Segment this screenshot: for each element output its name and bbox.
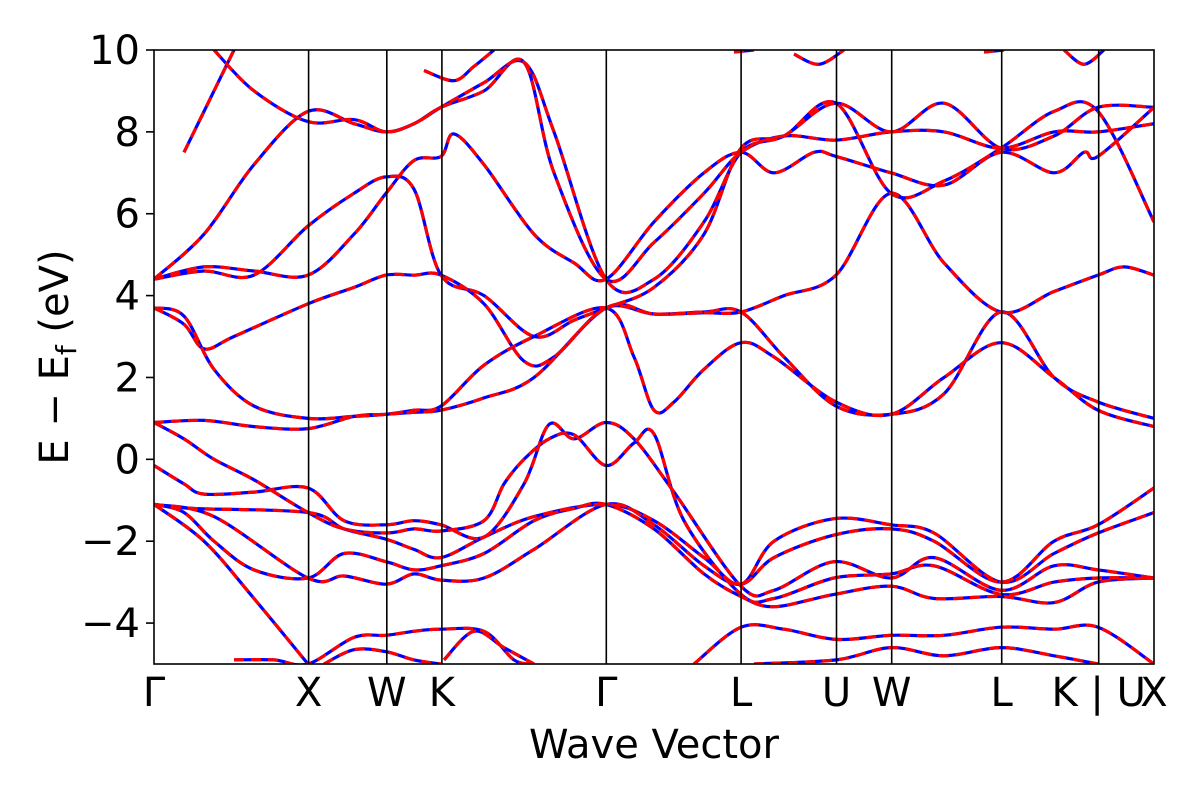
- y-axis-label: E − Ef (eV): [32, 249, 83, 464]
- x-tick-label-6: U: [822, 670, 851, 716]
- band-line-solid-8: [154, 106, 1154, 283]
- y-axis-label-main: E − E: [32, 355, 78, 465]
- band-line-dashed-7: [154, 302, 1154, 431]
- y-tick-label-1: −2: [81, 519, 140, 565]
- y-axis-label-subscript: f: [50, 344, 83, 355]
- y-tick-label-3: 2: [115, 355, 140, 401]
- y-tick-label-7: 10: [89, 28, 140, 74]
- band-line-dashed-10: [154, 100, 1154, 339]
- band-line-dashed-4: [154, 501, 1154, 609]
- band-line-solid-10: [154, 100, 1154, 339]
- x-tick-label-0: Γ: [143, 670, 166, 716]
- band-line-dashed-11: [212, 50, 1154, 295]
- y-tick-label-6: 8: [115, 110, 140, 156]
- y-axis-label-unit: (eV): [32, 249, 78, 345]
- x-tick-label-2: W: [367, 670, 407, 716]
- band-line-dashed-6: [154, 306, 1154, 429]
- band-line-dashed-17: [1062, 50, 1106, 66]
- band-line-dashed-9: [154, 57, 1154, 284]
- band-line-dashed-23: [442, 629, 535, 664]
- band-line-solid-13: [423, 50, 496, 83]
- x-axis-label: Wave Vector: [529, 722, 780, 768]
- y-tick-label-4: 4: [115, 274, 140, 320]
- band-line-dashed-8: [154, 106, 1154, 283]
- band-line-dashed-3: [154, 421, 1154, 604]
- band-line-solid-0: [154, 486, 1154, 586]
- band-line-dashed-1: [154, 502, 1154, 586]
- band-line-dashed-12: [182, 50, 236, 154]
- y-tick-label-5: 6: [115, 192, 140, 238]
- x-tick-label-9: K | U: [1051, 670, 1145, 716]
- y-axis-ticks: −4 −2 0 2 4 6 8 10: [81, 28, 154, 647]
- x-tick-label-4: Γ: [595, 670, 618, 716]
- band-lines: [154, 50, 1154, 664]
- band-line-dashed-20: [692, 623, 1154, 664]
- x-tick-label-5: L: [730, 670, 753, 716]
- x-tick-label-7: W: [872, 670, 912, 716]
- band-line-solid-11: [212, 50, 1154, 295]
- band-line-dashed-22: [154, 503, 310, 664]
- band-line-dashed-19: [323, 647, 442, 664]
- x-tick-label-3: K: [429, 670, 457, 716]
- band-line-solid-9: [154, 57, 1154, 284]
- x-tick-label-10: X: [1140, 670, 1167, 716]
- band-line-dashed-2: [154, 420, 1154, 598]
- band-line-solid-20: [692, 623, 1154, 664]
- band-line-dashed-0: [154, 486, 1154, 586]
- band-line-dashed-21: [753, 645, 1099, 664]
- plot-frame: [153, 49, 1155, 665]
- band-line-dashed-13: [423, 50, 496, 83]
- y-tick-label-2: 0: [115, 437, 140, 483]
- y-tick-label-0: −4: [81, 601, 140, 647]
- band-line-solid-1: [154, 502, 1154, 586]
- x-tick-label-8: L: [991, 670, 1014, 716]
- high-symmetry-lines: [307, 50, 1100, 664]
- x-tick-label-1: X: [295, 670, 322, 716]
- band-line-dashed-15: [793, 50, 845, 66]
